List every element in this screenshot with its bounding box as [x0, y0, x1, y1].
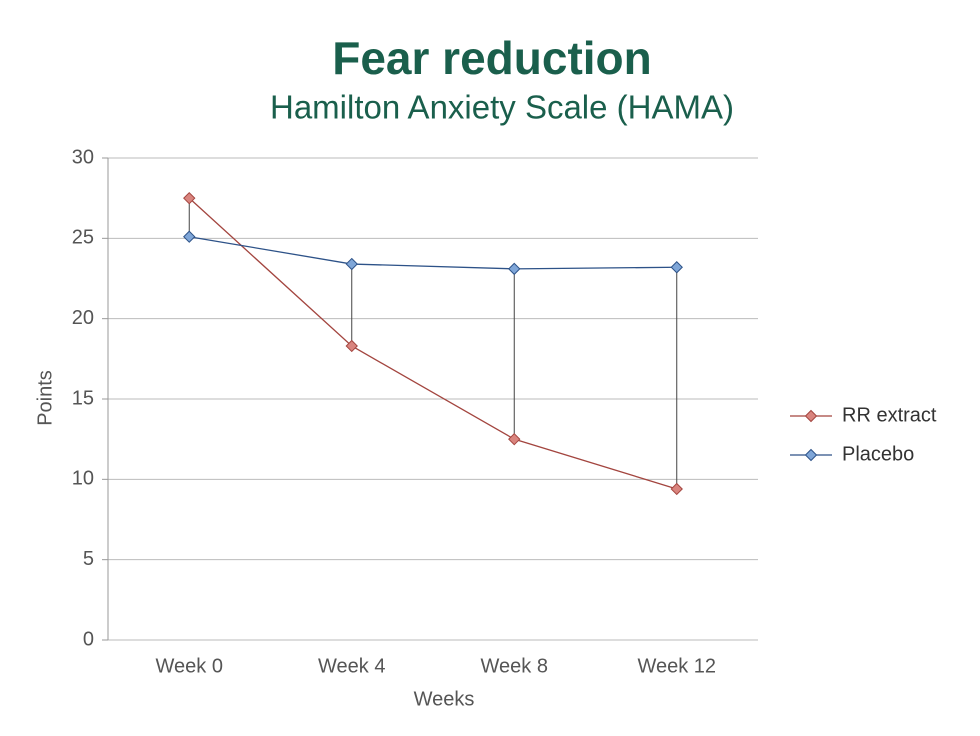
x-tick-label: Week 12 — [637, 655, 716, 677]
legend-marker — [804, 448, 818, 462]
series-line — [188, 197, 677, 490]
y-tick-label: 15 — [72, 387, 94, 409]
x-tick-label: Week 8 — [481, 655, 548, 677]
y-axis-label: Points — [34, 370, 56, 426]
x-tick-label: Week 0 — [156, 655, 223, 677]
point-marker — [670, 482, 683, 496]
series-line — [189, 236, 677, 270]
point-marker — [670, 261, 683, 274]
point-marker — [508, 262, 521, 276]
y-tick-label: 25 — [72, 227, 94, 249]
y-tick-label: 0 — [83, 628, 94, 650]
point-marker — [183, 191, 196, 205]
x-tick-label: Week 4 — [318, 655, 385, 677]
point-marker — [345, 339, 358, 353]
x-axis-label: Weeks — [414, 688, 475, 710]
legend-marker — [804, 409, 818, 423]
y-tick-label: 30 — [72, 146, 94, 168]
legend-label: RR extract — [842, 404, 937, 426]
chart-subtitle: Hamilton Anxiety Scale (HAMA) — [270, 89, 734, 126]
legend-label: Placebo — [842, 443, 914, 465]
point-marker — [183, 230, 196, 243]
chart-title: Fear reduction — [332, 32, 652, 84]
y-tick-label: 20 — [72, 307, 94, 329]
point-marker — [508, 432, 521, 446]
y-tick-label: 5 — [83, 548, 94, 570]
y-tick-label: 10 — [72, 468, 94, 490]
point-marker — [345, 257, 358, 271]
